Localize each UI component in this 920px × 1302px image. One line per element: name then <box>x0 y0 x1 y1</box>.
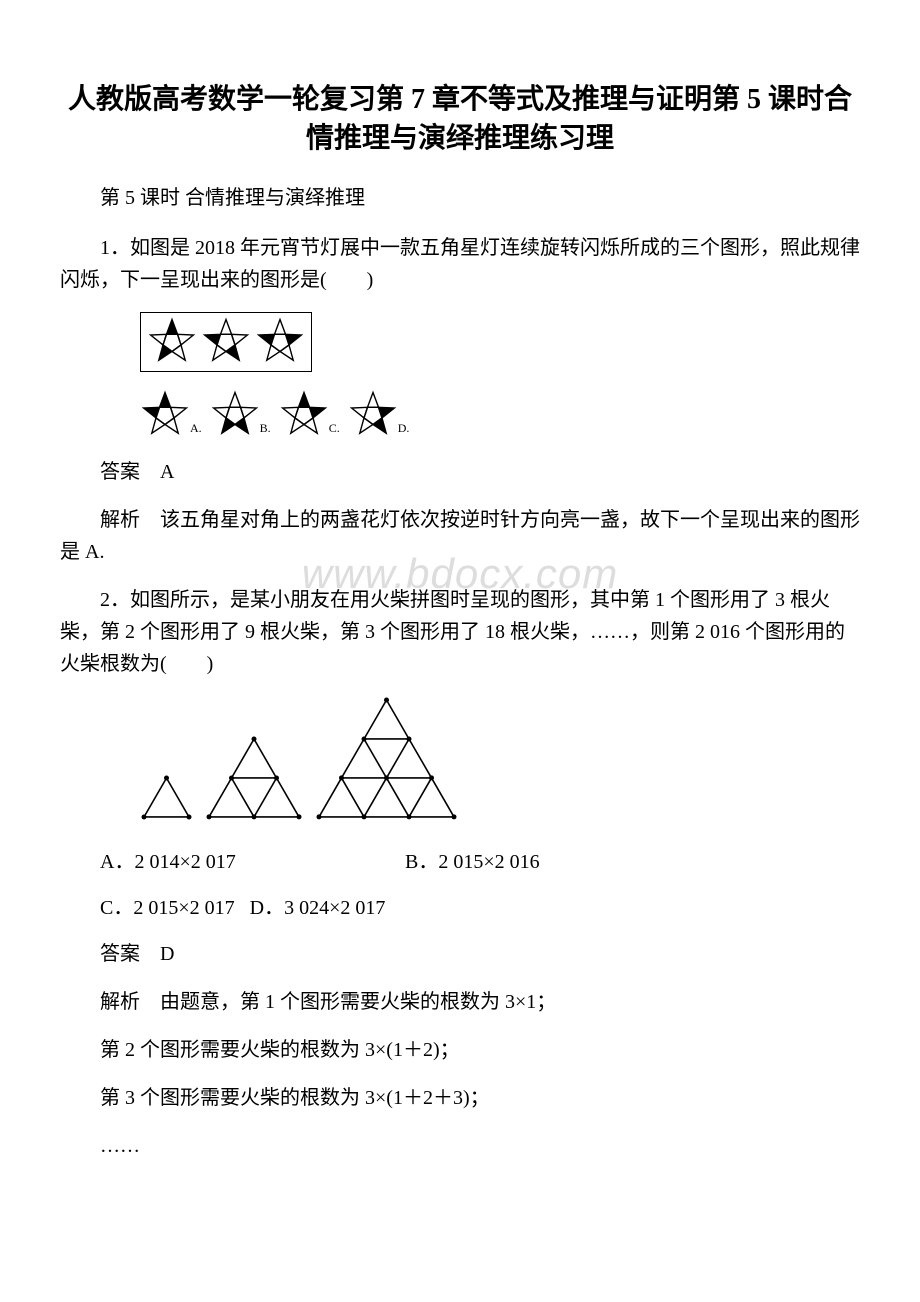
q2-triangle-figure <box>140 696 860 830</box>
q2-explain-4: …… <box>60 1130 860 1162</box>
q1-option-label: D. <box>398 419 410 438</box>
star-icon <box>255 317 305 367</box>
q1-option-label: C. <box>329 419 340 438</box>
q1-figure-sequence: A. B. C. D. <box>140 312 860 440</box>
q2-options-row1: A．2 014×2 017 B．2 015×2 016 <box>100 846 860 878</box>
matchstick-triangle-icon <box>205 735 303 821</box>
q2-explain-2: 第 2 个图形需要火柴的根数为 3×(1＋2)； <box>60 1034 860 1066</box>
star-icon <box>201 317 251 367</box>
q1-option-label: B. <box>260 419 271 438</box>
q1-option-label: A. <box>190 419 202 438</box>
star-icon <box>140 390 190 440</box>
matchstick-triangle-icon <box>140 774 193 821</box>
subtitle: 第 5 课时 合情推理与演绎推理 <box>60 182 860 214</box>
q2-opt-a: A．2 014×2 017 <box>100 846 400 878</box>
q1-explain: 解析 该五角星对角上的两盏花灯依次按逆时针方向亮一盏，故下一个呈现出来的图形是 … <box>60 504 860 568</box>
star-icon <box>147 317 197 367</box>
star-icon <box>348 390 398 440</box>
q2-text: 2．如图所示，是某小朋友在用火柴拼图时呈现的图形，其中第 1 个图形用了 3 根… <box>60 584 860 680</box>
q2-explain-3: 第 3 个图形需要火柴的根数为 3×(1＋2＋3)； <box>60 1082 860 1114</box>
matchstick-triangle-icon <box>315 696 458 821</box>
q2-opt-d: D．3 024×2 017 <box>250 892 386 924</box>
q2-options-row2: C．2 015×2 017 D．3 024×2 017 <box>100 892 860 924</box>
q1-text: 1．如图是 2018 年元宵节灯展中一款五角星灯连续旋转闪烁所成的三个图形，照此… <box>60 232 860 296</box>
q2-explain-1: 解析 由题意，第 1 个图形需要火柴的根数为 3×1； <box>60 986 860 1018</box>
q2-opt-c: C．2 015×2 017 <box>100 892 235 924</box>
page-title: 人教版高考数学一轮复习第 7 章不等式及推理与证明第 5 课时合情推理与演绎推理… <box>60 80 860 158</box>
q2-answer: 答案 D <box>60 938 860 970</box>
star-icon <box>279 390 329 440</box>
q1-answer: 答案 A <box>60 456 860 488</box>
q2-opt-b: B．2 015×2 016 <box>405 846 540 878</box>
star-icon <box>210 390 260 440</box>
